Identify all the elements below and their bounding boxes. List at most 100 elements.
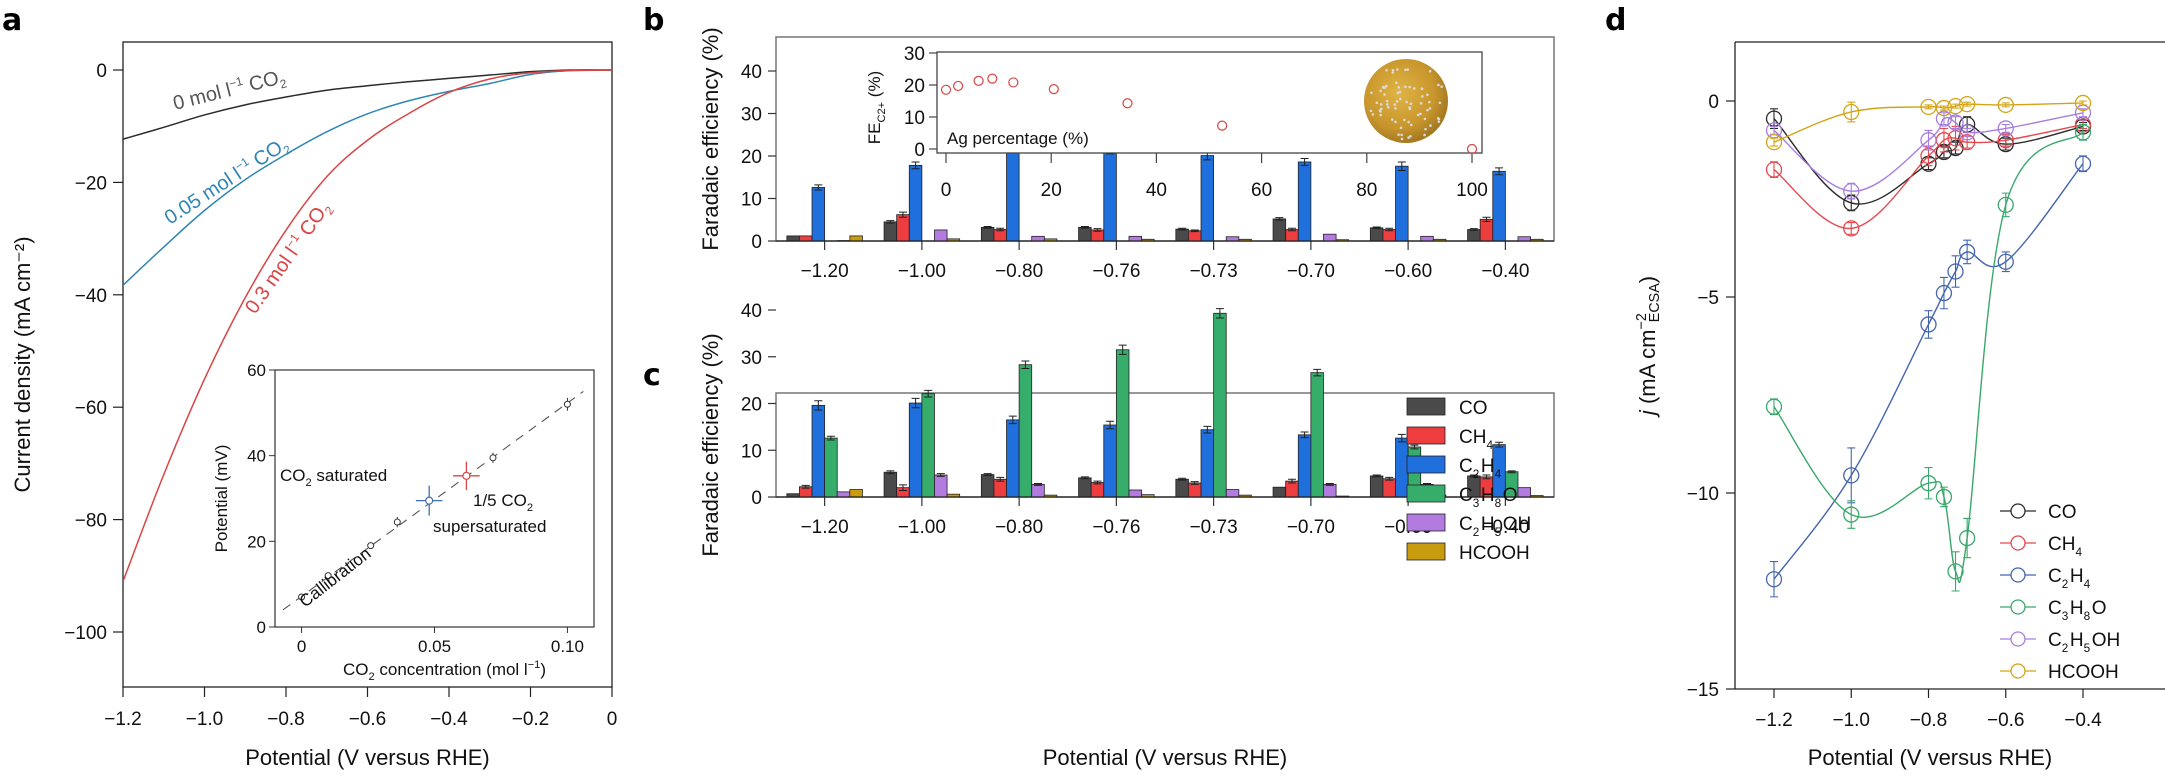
b-bar-CH4 xyxy=(896,214,910,242)
b-bar-CO xyxy=(883,221,898,242)
silver-atom xyxy=(1426,108,1429,112)
b-errorbar-CH4 xyxy=(996,227,1005,232)
c-errorbar-CH4 xyxy=(1287,478,1296,484)
silver-atom xyxy=(1400,137,1404,141)
silver-atom xyxy=(1391,68,1395,72)
silver-atom xyxy=(1380,107,1383,111)
d-point-C2H5OH xyxy=(1935,110,1953,127)
b-bar-C2H4 xyxy=(908,164,923,242)
d-x-tick-label: −0.6 xyxy=(1987,710,2025,731)
d-legend-marker-HCOOH xyxy=(2010,663,2026,679)
b-inset-point xyxy=(1466,143,1478,155)
c-errorbar-CO xyxy=(1372,474,1381,478)
b-bar-C2H4 xyxy=(811,187,826,242)
d-y-axis-label: j (mA cm−2ECSA) xyxy=(1634,276,1663,418)
silver-atom xyxy=(1397,133,1400,136)
b-inset-y-axis-label: FEC2+ (%) xyxy=(865,71,888,144)
d-errorbar-C2H4 xyxy=(1939,276,1948,310)
d-legend-marker-CO xyxy=(2010,503,2026,519)
d-legend-marker-C2H5OH xyxy=(2010,631,2026,647)
c-errorbar-C3H8O xyxy=(1313,368,1322,377)
silver-atom xyxy=(1407,136,1410,139)
b-errorbar-C2H4 xyxy=(814,184,823,191)
c-errorbar-C2H4 xyxy=(814,400,823,411)
c-errorbar-CO xyxy=(1469,474,1478,478)
d-legend-label-CH4: CH4 xyxy=(2048,534,2084,559)
silver-atom xyxy=(1426,93,1429,97)
b-bar-C2H5OH xyxy=(934,229,948,242)
d-legend-marker-C2H4 xyxy=(2010,567,2026,583)
c-y-tick-label: 30 xyxy=(741,348,762,369)
c-bar-CH4 xyxy=(1090,482,1105,498)
b-inset-x-tick-label: 0 xyxy=(941,180,952,201)
c-bar-CH4 xyxy=(1188,482,1202,498)
b-x-tick-label: −0.76 xyxy=(1092,261,1140,282)
silver-atom xyxy=(1400,133,1403,137)
b-bar-CO xyxy=(1467,229,1481,242)
b-inset-y-tick-label: 10 xyxy=(904,108,925,129)
silver-atom xyxy=(1419,112,1422,116)
calibration-point xyxy=(324,572,332,580)
b-bar-C2H4 xyxy=(1103,149,1117,242)
b-bar-C2H5OH xyxy=(1031,235,1045,242)
c-x-tick-label: −0.70 xyxy=(1287,517,1335,538)
calibration-point xyxy=(393,518,401,526)
silver-atom xyxy=(1396,68,1399,71)
d-legend-marker-C3H8O xyxy=(2010,599,2026,615)
b-inset-point xyxy=(987,73,998,84)
silver-atom xyxy=(1403,118,1406,122)
c-bar-C2H4 xyxy=(1103,424,1117,498)
b-errorbar-C2H4 xyxy=(1300,158,1309,166)
b-bar-CO xyxy=(1078,226,1092,242)
d-point-C3H8O xyxy=(1997,196,2014,214)
inset-x-tick-label: 0.10 xyxy=(551,637,584,656)
d-errorbar-C2H5OH xyxy=(1924,129,1933,151)
c-legend-swatch-C2H5OH xyxy=(1406,513,1446,532)
silver-atom xyxy=(1397,86,1401,89)
b-bar-C2H5OH xyxy=(1420,235,1434,242)
b-inset-x-axis-label: Ag percentage (%) xyxy=(947,129,1089,148)
c-bar-C2H4 xyxy=(908,402,923,498)
silver-atom xyxy=(1394,120,1397,124)
b-x-tick-label: −1.00 xyxy=(898,261,946,282)
c-errorbar-CH4 xyxy=(898,484,907,491)
b-x-tick-label: −1.20 xyxy=(801,261,849,282)
silver-atom xyxy=(1428,100,1431,104)
d-errorbar-C2H5OH xyxy=(1963,127,1972,137)
c-bar-CO xyxy=(1369,475,1384,498)
b-errorbar-CO xyxy=(1372,226,1381,230)
c-bar-CO xyxy=(980,474,995,498)
c-x-tick-label: −0.73 xyxy=(1190,517,1238,538)
silver-atom xyxy=(1437,83,1440,87)
silver-atom xyxy=(1423,133,1426,137)
c-errorbar-C2H4 xyxy=(911,397,920,409)
inset-y-tick-label: 40 xyxy=(247,447,266,466)
b-bar-CO xyxy=(1175,228,1189,242)
c-errorbar-CH4 xyxy=(996,476,1005,482)
inset-y-tick-label: 60 xyxy=(247,361,266,380)
silver-atom xyxy=(1379,113,1383,117)
b-inset-point xyxy=(1048,84,1059,95)
d-errorbar-CH4 xyxy=(1939,127,1948,153)
d-point-C3H8O xyxy=(1765,398,1783,415)
c-errorbar-C2H4 xyxy=(1203,425,1212,434)
silver-atom xyxy=(1379,89,1383,93)
silver-atom xyxy=(1398,97,1402,101)
b-inset-point xyxy=(1217,120,1228,131)
d-series-line-C2H4 xyxy=(1773,163,2084,580)
b-errorbar-CO xyxy=(1469,228,1478,231)
silver-atom xyxy=(1428,107,1432,110)
c-bar-C2H5OH xyxy=(1323,483,1337,498)
b-inset-y-tick-label: 0 xyxy=(914,140,925,161)
c-bar-C3H8O xyxy=(1213,312,1227,498)
panel-d-partial-current-chart: −1.2 −1.0 −0.8 −0.6 −0.4 0 −5 −10 −15 Potential (… xyxy=(1634,41,2165,770)
silver-atom xyxy=(1410,123,1413,127)
d-errorbar-CH4 xyxy=(1847,221,1856,235)
c-bar-C2H5OH xyxy=(1128,489,1142,498)
d-point-C2H5OH xyxy=(1843,183,1860,200)
c-bar-CO xyxy=(1175,478,1189,498)
d-point-C2H4 xyxy=(1920,316,1937,333)
c-x-tick-label: −1.20 xyxy=(801,517,849,538)
supersaturated-label-line1: 1/5 CO2 xyxy=(473,491,533,514)
